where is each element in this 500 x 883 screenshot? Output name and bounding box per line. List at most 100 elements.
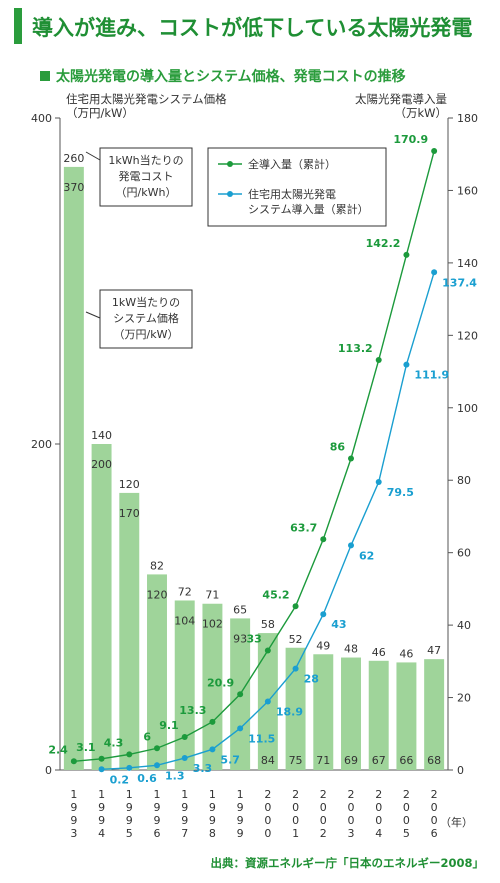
year-label-digit: 9 bbox=[126, 814, 133, 827]
year-label-digit: 3 bbox=[70, 827, 77, 840]
year-label-digit: 1 bbox=[98, 788, 105, 801]
year-label-digit: 9 bbox=[98, 814, 105, 827]
total-installation-value-label: 142.2 bbox=[366, 237, 401, 250]
year-label-digit: 0 bbox=[292, 801, 299, 814]
system-price-label: 200 bbox=[91, 458, 112, 471]
residential-installation-value-label: 0.2 bbox=[110, 773, 130, 786]
residential-installation-value-label: 62 bbox=[359, 549, 374, 562]
total-installation-point bbox=[375, 356, 382, 363]
legend-label: システム導入量（累計） bbox=[248, 202, 369, 216]
residential-installation-point bbox=[126, 764, 133, 771]
year-unit-label: （年） bbox=[440, 815, 473, 829]
system-price-label: 104 bbox=[174, 614, 195, 627]
system-price-label: 84 bbox=[261, 754, 275, 767]
year-label-digit: 9 bbox=[237, 814, 244, 827]
year-label-digit: 0 bbox=[403, 801, 410, 814]
page-title: 導入が進み、コストが低下している太陽光発電 bbox=[32, 16, 473, 40]
residential-installation-point bbox=[98, 766, 105, 773]
right-axis-title-line: 太陽光発電導入量 bbox=[355, 92, 447, 106]
right-axis-tick-label: 180 bbox=[457, 112, 478, 125]
legend-swatch-dot bbox=[227, 191, 233, 197]
right-axis-tick-label: 40 bbox=[457, 619, 471, 632]
residential-installation-point bbox=[375, 479, 382, 486]
total-installation-point bbox=[320, 536, 327, 543]
right-axis-tick-label: 80 bbox=[457, 474, 471, 487]
residential-installation-point bbox=[403, 361, 410, 368]
generation-cost-label: 120 bbox=[119, 478, 140, 491]
year-label-digit: 9 bbox=[70, 801, 77, 814]
price-bar bbox=[396, 662, 417, 770]
year-label-digit: 2 bbox=[320, 827, 327, 840]
total-installation-point bbox=[181, 734, 188, 741]
year-label-digit: 2 bbox=[403, 788, 410, 801]
total-installation-value-label: 6 bbox=[143, 730, 151, 743]
year-label-digit: 0 bbox=[348, 814, 355, 827]
year-label-digit: 0 bbox=[375, 801, 382, 814]
generation-cost-label: 49 bbox=[316, 639, 330, 652]
residential-installation-point bbox=[292, 665, 299, 672]
total-installation-value-label: 170.9 bbox=[393, 133, 428, 146]
residential-installation-value-label: 0.6 bbox=[137, 772, 157, 785]
generation-cost-label: 58 bbox=[261, 618, 275, 631]
system-price-label: 93 bbox=[233, 632, 247, 645]
generation-cost-label: 47 bbox=[427, 644, 441, 657]
total-installation-point bbox=[403, 251, 410, 258]
year-label-digit: 0 bbox=[431, 814, 438, 827]
year-label-digit: 2 bbox=[431, 788, 438, 801]
price-bar bbox=[147, 574, 167, 770]
residential-installation-value-label: 3.3 bbox=[193, 762, 213, 775]
residential-installation-point bbox=[320, 611, 327, 618]
left-axis-title: 住宅用太陽光発電システム価格 （万円/kW） bbox=[66, 92, 227, 120]
total-installation-value-label: 2.4 bbox=[48, 743, 68, 756]
annotation-box bbox=[99, 289, 193, 349]
residential-installation-value-label: 1.3 bbox=[165, 769, 185, 782]
year-label-digit: 7 bbox=[181, 827, 188, 840]
generation-cost-label: 46 bbox=[372, 646, 386, 659]
total-installation-value-label: 3.1 bbox=[76, 741, 96, 754]
residential-installation-value-label: 5.7 bbox=[220, 753, 240, 766]
residential-installation-value-label: 11.5 bbox=[248, 732, 275, 745]
system-price-label: 75 bbox=[289, 754, 303, 767]
year-label-digit: 9 bbox=[126, 801, 133, 814]
year-label-digit: 5 bbox=[126, 827, 133, 840]
annotation-text: 1kW当たりの bbox=[112, 295, 180, 309]
price-bar bbox=[313, 654, 334, 770]
right-axis-tick-label: 160 bbox=[457, 184, 478, 197]
annotation-text: （円/kWh） bbox=[116, 186, 177, 199]
year-label-digit: 9 bbox=[209, 801, 216, 814]
left-axis-tick-label: 400 bbox=[31, 112, 52, 125]
total-installation-line bbox=[73, 150, 435, 763]
year-label-digit: 0 bbox=[320, 814, 327, 827]
total-installation-value-label: 9.1 bbox=[159, 719, 179, 732]
generation-cost-label: 65 bbox=[233, 603, 247, 616]
year-label-digit: 0 bbox=[403, 814, 410, 827]
total-installation-value-label: 13.3 bbox=[179, 704, 206, 717]
year-label-digit: 0 bbox=[264, 827, 271, 840]
year-label-digit: 0 bbox=[264, 801, 271, 814]
price-bar bbox=[285, 647, 306, 770]
year-label-digit: 4 bbox=[98, 827, 105, 840]
price-bar bbox=[424, 659, 445, 770]
total-installation-point bbox=[126, 751, 133, 758]
residential-installation-value-label: 18.9 bbox=[276, 706, 303, 719]
annotation-leader bbox=[85, 311, 101, 319]
total-installation-point bbox=[209, 718, 216, 725]
year-label-digit: 1 bbox=[154, 788, 161, 801]
year-label-digit: 9 bbox=[209, 814, 216, 827]
price-bar bbox=[202, 603, 223, 770]
year-label-digit: 1 bbox=[126, 788, 133, 801]
residential-installation-value-label: 79.5 bbox=[387, 486, 414, 499]
generation-cost-label: 48 bbox=[344, 643, 358, 656]
total-installation-point bbox=[154, 745, 160, 752]
residential-installation-point bbox=[264, 698, 271, 705]
total-installation-point bbox=[237, 691, 244, 698]
residential-installation-point bbox=[348, 542, 354, 549]
annotation-text: （万円/kW） bbox=[114, 328, 179, 341]
total-installation-point bbox=[292, 603, 299, 610]
residential-installation-point bbox=[209, 746, 216, 753]
year-label-digit: 0 bbox=[431, 801, 438, 814]
total-installation-value-label: 86 bbox=[330, 440, 346, 453]
residential-installation-value-label: 111.9 bbox=[414, 369, 449, 382]
right-axis-title: 太陽光発電導入量 （万kW） bbox=[333, 92, 447, 120]
price-bar bbox=[91, 444, 112, 770]
